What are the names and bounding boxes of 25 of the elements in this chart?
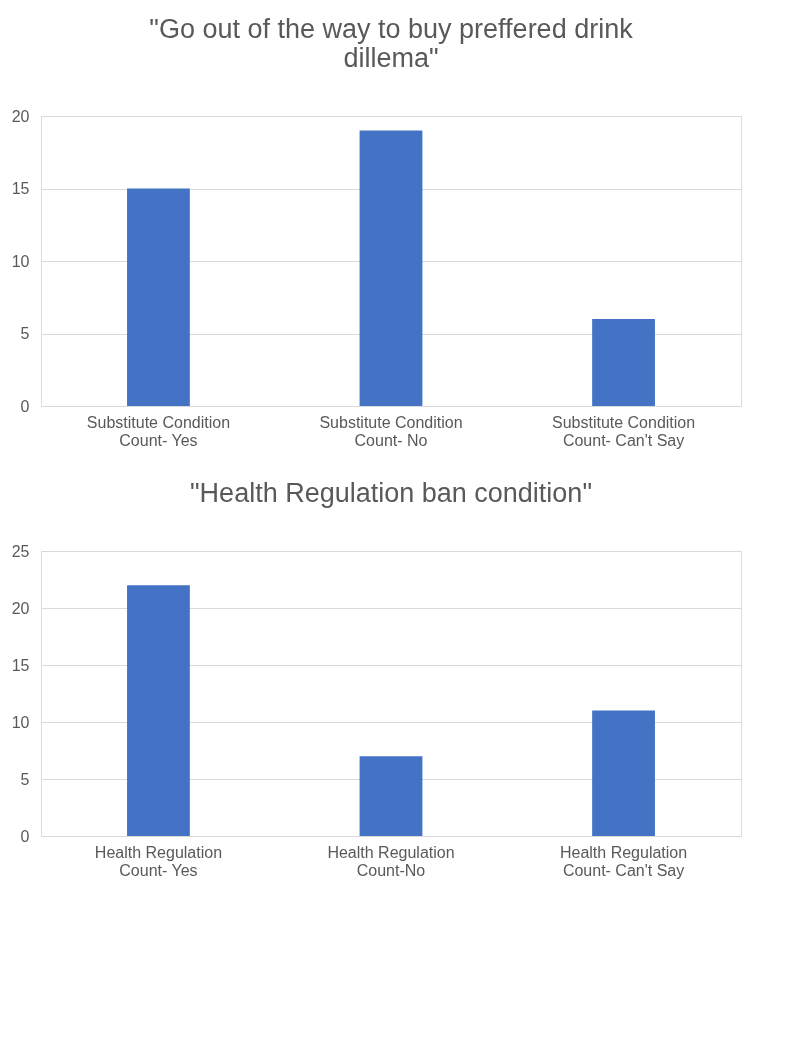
- x-tick-label: Health Regulation Count- Yes: [94, 843, 223, 879]
- y-tick-label: 15: [11, 180, 30, 197]
- chart-title: "Health Regulation ban condition": [190, 478, 592, 508]
- y-tick-label: 10: [11, 713, 30, 731]
- x-tick-label: Health Regulation Count- Can't Say: [559, 843, 688, 879]
- y-tick-label: 20: [11, 107, 30, 125]
- x-tick-label: Substitute Condition Count- Yes: [86, 413, 231, 449]
- bar: [359, 756, 423, 836]
- y-tick-label: 15: [11, 656, 30, 674]
- bar: [127, 188, 190, 406]
- x-tick-label: Health Regulation Count-No: [327, 843, 455, 879]
- bar: [359, 130, 423, 406]
- bar: [592, 710, 655, 836]
- y-tick-label: 5: [20, 325, 30, 342]
- chart-title: "Go out of the way to buy preffered drink dillema": [149, 14, 634, 73]
- x-tick-label: Substitute Condition Count- Can't Say: [551, 413, 696, 449]
- y-tick-label: 25: [11, 542, 30, 560]
- bar: [592, 319, 655, 406]
- y-tick-label: 10: [11, 252, 30, 270]
- y-tick-label: 20: [11, 599, 30, 617]
- x-tick-label: Substitute Condition Count- No: [319, 413, 463, 449]
- bar: [127, 585, 190, 836]
- y-tick-label: 5: [20, 770, 30, 788]
- y-tick-label: 0: [20, 397, 30, 415]
- y-tick-label: 0: [20, 827, 30, 845]
